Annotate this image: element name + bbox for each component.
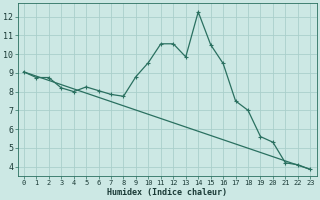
X-axis label: Humidex (Indice chaleur): Humidex (Indice chaleur) [107, 188, 227, 197]
